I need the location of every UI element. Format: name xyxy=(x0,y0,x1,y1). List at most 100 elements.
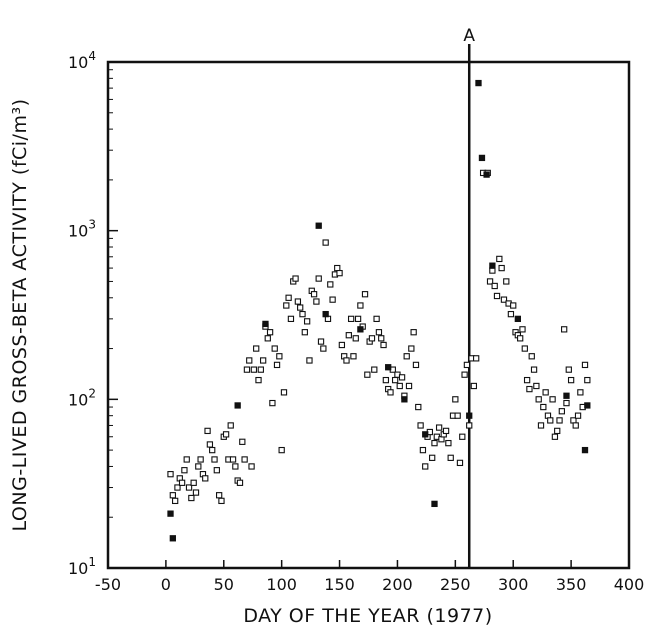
data-point-open xyxy=(227,422,234,429)
data-point-open xyxy=(241,456,248,463)
data-point-open xyxy=(535,396,542,403)
data-point-open xyxy=(236,479,244,486)
x-tick-label: 150 xyxy=(324,575,355,594)
data-point-open xyxy=(405,382,413,390)
data-point-open xyxy=(178,479,186,486)
y-tick-label: 102 xyxy=(68,386,96,409)
data-point-open xyxy=(554,427,561,435)
data-point-open xyxy=(574,412,582,419)
data-point-open xyxy=(188,494,195,502)
data-point-filled xyxy=(357,326,364,333)
data-point-open xyxy=(412,361,420,369)
x-tick-label: 300 xyxy=(498,575,529,594)
x-tick-labels: -50 0 50 100 150 200 250 300 350 400 xyxy=(95,575,644,594)
data-point-filled xyxy=(234,402,241,409)
data-point-open xyxy=(347,315,355,323)
data-points xyxy=(167,79,591,542)
data-point-open xyxy=(526,385,533,393)
data-point-open xyxy=(519,326,526,333)
data-point-open xyxy=(250,366,258,373)
data-point-open xyxy=(530,366,538,373)
data-point-filled xyxy=(581,446,589,454)
data-point-open xyxy=(218,497,225,505)
data-point-open xyxy=(523,376,531,384)
y-tick-labels: 101 102 103 104 xyxy=(68,49,96,578)
data-point-open xyxy=(577,389,584,396)
data-point-open xyxy=(320,345,327,352)
x-tick-label: 0 xyxy=(161,575,171,594)
data-point-open xyxy=(264,335,271,342)
data-point-open xyxy=(452,396,459,403)
data-point-open xyxy=(202,475,209,482)
data-point-open xyxy=(357,302,364,309)
data-point-open xyxy=(486,278,494,285)
data-point-open xyxy=(204,427,211,435)
data-point-filled xyxy=(466,412,473,419)
data-point-open xyxy=(192,489,200,496)
data-point-open xyxy=(183,456,190,463)
data-point-open xyxy=(429,454,436,461)
data-point-open xyxy=(167,471,174,478)
data-point-open xyxy=(301,329,308,336)
data-point-open xyxy=(470,382,478,390)
data-point-open xyxy=(280,389,288,396)
data-point-open xyxy=(408,345,415,352)
data-point-open xyxy=(338,341,346,349)
data-point-open xyxy=(315,275,322,282)
data-point-open xyxy=(542,389,549,396)
data-point-open xyxy=(378,335,385,342)
data-point-open xyxy=(435,424,443,431)
data-point-open xyxy=(334,264,341,272)
data-point-open xyxy=(246,357,253,364)
data-point-open xyxy=(517,335,524,342)
data-point-open xyxy=(496,255,503,263)
data-point-open xyxy=(419,446,427,454)
data-point-open xyxy=(345,332,352,339)
data-point-open xyxy=(294,298,302,305)
data-point-open xyxy=(454,412,461,419)
data-point-open xyxy=(322,239,329,246)
data-point-open xyxy=(396,382,403,390)
data-point-filled xyxy=(431,500,438,508)
data-point-open xyxy=(398,374,406,381)
y-tick-label: 103 xyxy=(68,218,96,241)
axis-ticks xyxy=(107,61,630,569)
data-point-filled xyxy=(167,510,174,517)
x-tick-label: 50 xyxy=(214,575,234,594)
data-point-open xyxy=(533,382,540,390)
data-point-filled xyxy=(422,431,429,438)
data-point-open xyxy=(197,456,204,463)
data-point-open xyxy=(364,371,371,378)
data-point-open xyxy=(269,399,276,407)
data-point-open xyxy=(459,433,466,440)
data-point-open xyxy=(266,329,274,336)
data-point-open xyxy=(317,338,325,345)
data-point-open xyxy=(572,422,579,429)
data-point-open xyxy=(174,484,181,491)
y-tick-label: 104 xyxy=(68,49,96,72)
data-point-open xyxy=(213,467,220,474)
data-point-open xyxy=(403,353,410,360)
data-point-open xyxy=(172,497,179,505)
data-point-open xyxy=(565,366,572,373)
x-axis-label: DAY OF THE YEAR (1977) xyxy=(243,605,492,627)
data-point-open xyxy=(329,296,336,303)
x-tick-label: -50 xyxy=(95,575,121,594)
data-point-open xyxy=(537,422,545,429)
data-point-open xyxy=(410,329,417,336)
plot-frame xyxy=(106,60,631,570)
data-point-open xyxy=(456,459,464,467)
data-point-open xyxy=(373,315,380,323)
data-point-filled xyxy=(385,364,392,371)
data-point-open xyxy=(382,376,390,384)
data-point-open xyxy=(507,310,515,318)
x-tick-label: 250 xyxy=(440,575,471,594)
data-point-open xyxy=(257,366,264,373)
vertical-marker: A xyxy=(463,26,475,568)
data-point-open xyxy=(297,304,304,311)
data-point-filled xyxy=(514,315,522,323)
data-point-open xyxy=(271,345,278,352)
data-point-open xyxy=(343,357,350,364)
data-point-open xyxy=(547,417,554,424)
x-tick-label: 100 xyxy=(266,575,297,594)
